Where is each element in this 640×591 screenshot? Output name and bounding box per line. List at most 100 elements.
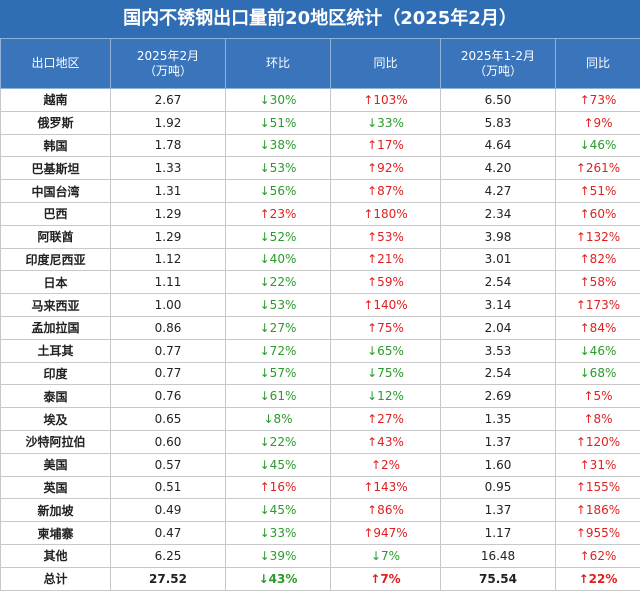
value-cell: ↑16%	[226, 476, 331, 499]
value-cell: 2.34	[441, 202, 556, 225]
value-cell: 5.83	[441, 111, 556, 134]
value-cell: ↓61%	[226, 385, 331, 408]
value-cell: ↑261%	[556, 157, 640, 180]
region-cell: 巴西	[1, 202, 111, 225]
value-cell: ↑73%	[556, 89, 640, 112]
value-cell: 1.29	[111, 225, 226, 248]
region-cell: 柬埔寨	[1, 522, 111, 545]
value-cell: ↓68%	[556, 362, 640, 385]
value-cell: 27.52	[111, 567, 226, 590]
region-cell: 越南	[1, 89, 111, 112]
value-cell: 1.37	[441, 430, 556, 453]
value-cell: ↑23%	[226, 202, 331, 225]
value-cell: 1.78	[111, 134, 226, 157]
value-cell: ↑60%	[556, 202, 640, 225]
value-cell: ↓30%	[226, 89, 331, 112]
value-cell: 1.60	[441, 453, 556, 476]
title: 国内不锈钢出口量前20地区统计（2025年2月）	[0, 0, 640, 38]
value-cell: ↑51%	[556, 180, 640, 203]
header-cell: 环比	[226, 39, 331, 89]
value-cell: ↑186%	[556, 499, 640, 522]
value-cell: 0.77	[111, 362, 226, 385]
value-cell: ↑143%	[331, 476, 441, 499]
value-cell: ↓12%	[331, 385, 441, 408]
value-cell: 3.53	[441, 339, 556, 362]
value-cell: 2.54	[441, 362, 556, 385]
value-cell: ↑92%	[331, 157, 441, 180]
value-cell: 1.37	[441, 499, 556, 522]
region-cell: 韩国	[1, 134, 111, 157]
value-cell: ↑173%	[556, 294, 640, 317]
value-cell: ↑43%	[331, 430, 441, 453]
header-cell: 2025年1-2月 （万吨）	[441, 39, 556, 89]
header-cell: 同比	[331, 39, 441, 89]
value-cell: 1.31	[111, 180, 226, 203]
value-cell: ↓75%	[331, 362, 441, 385]
value-cell: ↑27%	[331, 408, 441, 431]
value-cell: 6.50	[441, 89, 556, 112]
value-cell: 0.77	[111, 339, 226, 362]
value-cell: 0.49	[111, 499, 226, 522]
region-cell: 美国	[1, 453, 111, 476]
value-cell: ↓45%	[226, 453, 331, 476]
value-cell: ↑7%	[331, 567, 441, 590]
value-cell: 0.47	[111, 522, 226, 545]
value-cell: ↑8%	[556, 408, 640, 431]
value-cell: 3.98	[441, 225, 556, 248]
region-cell: 马来西亚	[1, 294, 111, 317]
value-cell: ↓56%	[226, 180, 331, 203]
region-cell: 泰国	[1, 385, 111, 408]
region-cell: 阿联酋	[1, 225, 111, 248]
value-cell: ↓53%	[226, 157, 331, 180]
value-cell: ↓8%	[226, 408, 331, 431]
value-cell: ↑5%	[556, 385, 640, 408]
value-cell: ↑62%	[556, 544, 640, 567]
value-cell: 0.60	[111, 430, 226, 453]
region-cell: 新加坡	[1, 499, 111, 522]
value-cell: 3.14	[441, 294, 556, 317]
value-cell: ↑17%	[331, 134, 441, 157]
region-cell: 其他	[1, 544, 111, 567]
value-cell: 4.27	[441, 180, 556, 203]
value-cell: ↑22%	[556, 567, 640, 590]
value-cell: 1.35	[441, 408, 556, 431]
value-cell: ↓27%	[226, 316, 331, 339]
region-cell: 土耳其	[1, 339, 111, 362]
region-cell: 沙特阿拉伯	[1, 430, 111, 453]
value-cell: ↓33%	[226, 522, 331, 545]
value-cell: 1.11	[111, 271, 226, 294]
value-cell: 1.33	[111, 157, 226, 180]
value-cell: 0.65	[111, 408, 226, 431]
value-cell: ↑53%	[331, 225, 441, 248]
region-cell: 印度尼西亚	[1, 248, 111, 271]
header-cell: 出口地区	[1, 39, 111, 89]
region-cell: 中国台湾	[1, 180, 111, 203]
value-cell: ↓46%	[556, 134, 640, 157]
value-cell: 3.01	[441, 248, 556, 271]
value-cell: ↑59%	[331, 271, 441, 294]
value-cell: ↑140%	[331, 294, 441, 317]
value-cell: 2.67	[111, 89, 226, 112]
value-cell: ↓65%	[331, 339, 441, 362]
value-cell: 16.48	[441, 544, 556, 567]
value-cell: ↓52%	[226, 225, 331, 248]
